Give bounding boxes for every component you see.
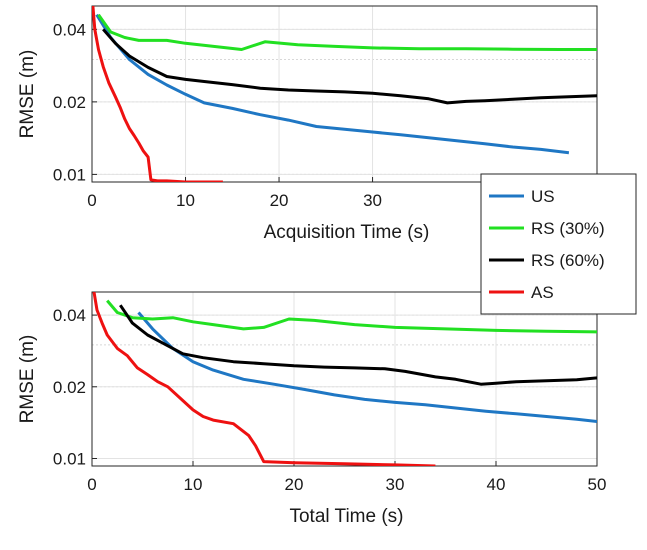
y-tick-label: 0.02 [53, 93, 86, 112]
axes-box [91, 5, 598, 183]
series-line-us [95, 13, 570, 155]
bottom-plot: 0 10 20 30 40 50 0.01 0.02 0.04 Total Time (s) RMS… [17, 291, 607, 527]
x-axis-label: Total Time (s) [289, 506, 403, 527]
series-line-rs-60 [102, 28, 597, 105]
legend-label: US [531, 187, 555, 206]
series-line-rs-30 [106, 299, 597, 334]
y-tick-label: 0.04 [53, 20, 86, 39]
x-axis-label: Acquisition Time (s) [264, 222, 430, 243]
x-tick-label: 10 [184, 475, 203, 494]
x-tick-label: 0 [87, 475, 96, 494]
y-axis-label: RMSE (m) [17, 50, 38, 139]
y-axis-label: RMSE (m) [17, 335, 38, 424]
legend-label: AS [531, 283, 554, 302]
x-tick-label: 10 [176, 191, 195, 210]
x-tick-label: 20 [285, 475, 304, 494]
legend-label: RS (30%) [531, 219, 605, 238]
series-line-rs-60 [119, 304, 597, 386]
x-tick-label: 40 [487, 475, 506, 494]
x-tick-label: 30 [386, 475, 405, 494]
y-tick-label: 0.01 [53, 449, 86, 468]
series-line-as [92, 6, 223, 182]
y-tick-label: 0.01 [53, 165, 86, 184]
x-tick-label: 0 [87, 191, 96, 210]
legend: US RS (30%) RS (60%) AS [480, 173, 637, 315]
series-line-as [92, 292, 436, 466]
x-tick-label: 50 [588, 475, 607, 494]
x-tick-label: 30 [363, 191, 382, 210]
x-tick-label: 20 [270, 191, 289, 210]
series-line-rs-30 [97, 13, 597, 51]
top-plot: 0 10 20 30 0.01 0.02 0.04 Acquisition Time (s) R… [17, 5, 598, 243]
legend-label: RS (60%) [531, 251, 605, 270]
y-tick-label: 0.02 [53, 378, 86, 397]
y-tick-label: 0.04 [53, 306, 86, 325]
series-line-us [137, 311, 597, 423]
